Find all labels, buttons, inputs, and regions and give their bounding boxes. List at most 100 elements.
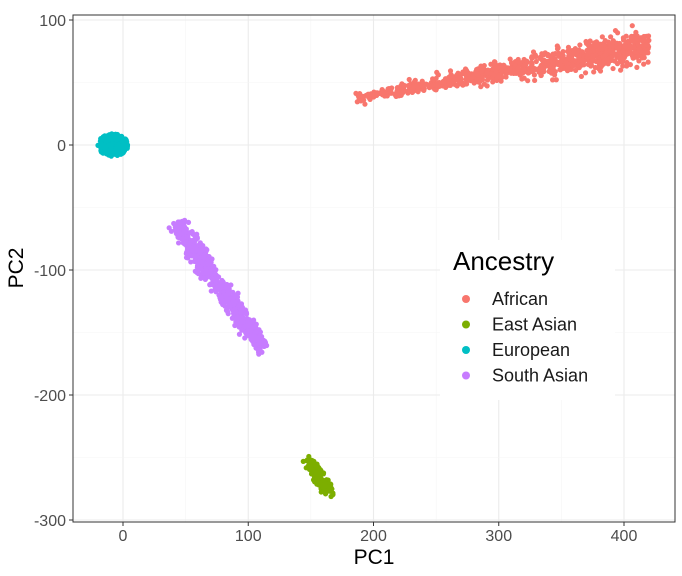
european-point [106, 142, 112, 148]
south-asian-point [194, 259, 200, 265]
african-point [565, 56, 572, 62]
south-asian-point [184, 249, 190, 255]
x-tick-label: 0 [119, 528, 128, 545]
south-asian-point [253, 324, 259, 330]
african-point [529, 55, 536, 61]
african-point [610, 50, 617, 56]
south-asian-point [203, 270, 209, 276]
y-tick-label: -300 [34, 513, 66, 530]
african-point [644, 41, 650, 48]
south-asian-point [225, 311, 231, 317]
african-point [498, 78, 504, 84]
south-asian-point [183, 254, 190, 261]
african-point [557, 67, 563, 73]
east-asian-point [317, 470, 323, 477]
south-asian-point [243, 311, 250, 317]
african-point [551, 72, 558, 78]
african-point [401, 88, 407, 94]
african-point [629, 23, 635, 29]
african-point [519, 76, 525, 82]
african-point [577, 42, 583, 48]
african-point [433, 75, 439, 82]
east-asian-point [315, 477, 321, 483]
african-point [636, 46, 643, 52]
south-asian-point [224, 281, 230, 288]
south-asian-point [209, 276, 215, 282]
legend-key-african [462, 295, 470, 303]
african-point [434, 69, 440, 75]
african-point [549, 77, 556, 83]
african-point [573, 67, 579, 74]
african-point [530, 49, 537, 55]
african-point [625, 50, 631, 57]
african-point [354, 99, 360, 105]
y-tick-label: -100 [34, 263, 66, 280]
east-asian-point [318, 489, 324, 495]
african-point [465, 73, 471, 79]
african-point [485, 77, 491, 83]
african-point [429, 83, 435, 89]
european-point [124, 145, 130, 151]
african-point [447, 68, 454, 74]
x-tick-label: 300 [485, 528, 512, 545]
legend-key-south-asian [462, 371, 470, 380]
south-asian-point [175, 240, 182, 246]
african-point [633, 54, 639, 60]
african-point [601, 42, 607, 48]
x-tick-label: 100 [235, 528, 262, 545]
african-point [614, 61, 621, 67]
african-point [511, 70, 517, 77]
south-asian-point [230, 299, 237, 305]
legend-label-east-asian: East Asian [492, 315, 577, 335]
african-point [412, 77, 418, 83]
african-point [379, 90, 385, 96]
south-asian-point [227, 303, 233, 310]
african-point [478, 84, 484, 90]
african-point [578, 73, 585, 80]
african-point [541, 57, 547, 63]
south-asian-point [192, 268, 198, 274]
south-asian-point [185, 219, 192, 225]
african-point [479, 68, 485, 74]
african-point [461, 81, 467, 87]
south-asian-point [233, 309, 239, 315]
east-asian-point [303, 465, 309, 471]
african-point [587, 38, 593, 44]
south-asian-point [240, 318, 246, 325]
african-point [540, 52, 546, 58]
south-asian-point [179, 225, 185, 231]
south-asian-point [216, 286, 222, 292]
african-point [615, 30, 621, 36]
african-point [620, 49, 626, 55]
legend-key-east-asian [462, 320, 470, 329]
grid-lines [73, 15, 675, 522]
african-point [581, 62, 587, 68]
african-point [484, 70, 490, 76]
south-asian-point [224, 299, 231, 305]
african-point [646, 37, 652, 43]
african-point [591, 69, 597, 75]
african-point [593, 43, 599, 49]
african-point [553, 77, 559, 83]
south-asian-point [193, 245, 199, 251]
african-point [622, 43, 628, 49]
african-point [546, 63, 552, 69]
african-point [521, 62, 527, 68]
south-asian-point [174, 224, 181, 231]
african-point [590, 53, 596, 59]
african-point [565, 65, 571, 71]
african-point [558, 58, 564, 65]
south-asian-point [188, 238, 194, 245]
south-asian-point [257, 329, 264, 335]
african-point [609, 54, 615, 60]
legend-title: Ancestry [453, 246, 554, 276]
european-point [115, 148, 122, 154]
african-point [401, 82, 407, 89]
south-asian-point [236, 331, 243, 337]
east-asian-point [303, 458, 310, 464]
south-asian-point [201, 254, 207, 260]
african-point [620, 37, 627, 43]
african-point [610, 65, 616, 72]
african-point [586, 43, 592, 50]
south-asian-point [219, 280, 225, 286]
